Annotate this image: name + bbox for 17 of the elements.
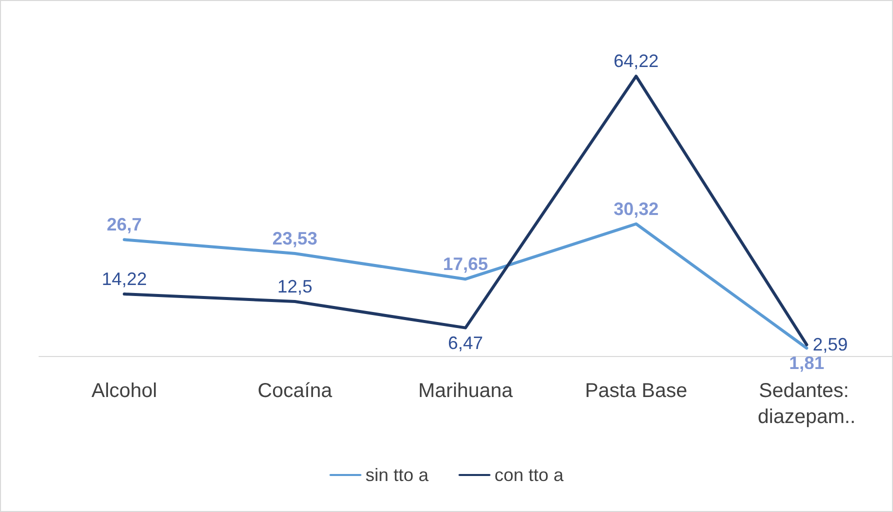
data-label: 23,53 bbox=[272, 228, 318, 248]
legend-label: con tto a bbox=[494, 465, 565, 485]
data-label: 14,22 bbox=[102, 269, 147, 290]
x-tick-label: Cocaína bbox=[258, 380, 334, 402]
legend-label: sin tto a bbox=[365, 465, 430, 485]
data-label: 2,59 bbox=[812, 334, 848, 355]
x-tick-label: Alcohol bbox=[91, 380, 158, 402]
data-label: 64,22 bbox=[614, 51, 659, 72]
data-label: 1,81 bbox=[789, 353, 824, 374]
data-label: 17,65 bbox=[442, 254, 488, 274]
x-tick-label: Sedantes: diazepam.. bbox=[758, 380, 856, 428]
data-label: 6,47 bbox=[448, 332, 484, 353]
data-label: 30,32 bbox=[614, 198, 659, 219]
data-label: 12,5 bbox=[277, 276, 312, 297]
data-label: 26,7 bbox=[106, 214, 142, 235]
x-tick-label: Marihuana bbox=[418, 380, 514, 402]
x-tick-label: Pasta Base bbox=[584, 380, 688, 402]
